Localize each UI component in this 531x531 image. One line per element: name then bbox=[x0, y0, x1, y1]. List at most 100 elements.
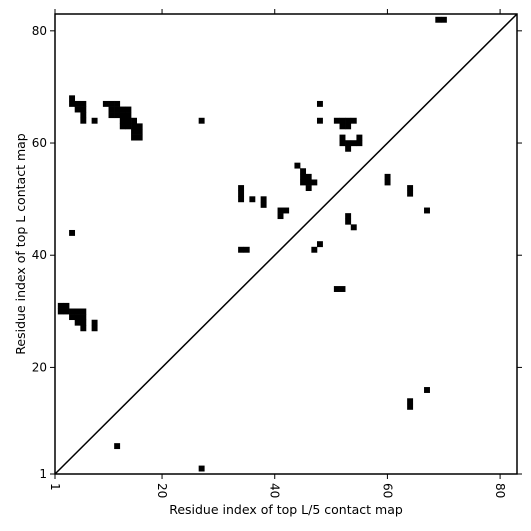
contact-cell-upper bbox=[300, 179, 307, 186]
contact-cell-upper bbox=[136, 129, 143, 135]
contact-cell-upper bbox=[238, 246, 245, 253]
contact-cell-upper bbox=[119, 117, 126, 124]
contact-cell-upper bbox=[339, 117, 346, 124]
contact-cell-upper bbox=[114, 112, 121, 119]
contact-cell-upper bbox=[350, 117, 357, 124]
contact-cell-upper bbox=[91, 117, 98, 124]
contact-cell-upper bbox=[74, 319, 81, 326]
contact-cell-lower bbox=[198, 465, 205, 472]
y-tick-label: 40 bbox=[32, 248, 47, 262]
contact-cell-upper bbox=[80, 319, 87, 326]
contact-cell-upper bbox=[350, 140, 357, 147]
contact-cell-upper bbox=[277, 207, 284, 214]
contact-cell-upper bbox=[440, 16, 447, 23]
contact-cell-upper bbox=[114, 100, 121, 107]
contact-cell-upper bbox=[198, 117, 205, 124]
contact-cell-upper bbox=[80, 308, 87, 315]
contact-cell-upper bbox=[339, 286, 346, 292]
x-tick-label: 40 bbox=[268, 483, 282, 498]
contact-cell-upper bbox=[91, 319, 98, 326]
contact-cell-upper bbox=[74, 308, 81, 315]
contact-cell-upper bbox=[80, 117, 87, 124]
contact-cell-upper bbox=[136, 123, 143, 130]
y-tick-label: 80 bbox=[32, 24, 47, 38]
contact-cell-upper bbox=[407, 185, 414, 192]
y-tick-label: 20 bbox=[32, 360, 47, 374]
contact-cell-upper bbox=[114, 106, 121, 113]
contact-cell-upper bbox=[277, 213, 284, 220]
x-tick-label: 20 bbox=[155, 483, 169, 498]
contact-cell-upper bbox=[316, 117, 323, 124]
x-axis-ticks: 1 20 40 60 80 bbox=[48, 9, 507, 498]
contact-cell-upper bbox=[131, 134, 137, 141]
contact-cell-upper bbox=[238, 196, 245, 203]
contact-cell-upper bbox=[57, 302, 64, 309]
contact-cell-upper bbox=[407, 190, 414, 197]
contact-cell-upper bbox=[119, 112, 126, 119]
contact-cell-upper bbox=[80, 112, 87, 119]
contact-cell-upper bbox=[300, 168, 307, 175]
x-tick-label: 80 bbox=[493, 483, 507, 498]
contact-cell-upper bbox=[283, 207, 290, 214]
contact-cell-upper bbox=[311, 246, 318, 253]
plot-frame bbox=[54, 13, 518, 475]
contact-cell-upper bbox=[345, 145, 352, 152]
contact-cell-upper bbox=[80, 106, 87, 113]
contact-cell-upper bbox=[74, 100, 81, 107]
contact-cell-upper bbox=[63, 302, 70, 309]
contact-cell-upper bbox=[356, 140, 363, 147]
contact-cell-upper bbox=[69, 314, 76, 321]
contact-cell-upper bbox=[69, 229, 76, 236]
contact-cell-upper bbox=[108, 106, 115, 113]
contact-cell-upper bbox=[57, 308, 64, 315]
contact-cell-upper bbox=[333, 117, 340, 124]
contact-cell-upper bbox=[345, 117, 352, 124]
contact-cell-lower bbox=[424, 387, 430, 393]
contact-cell-upper bbox=[311, 179, 318, 186]
contact-cell-upper bbox=[260, 196, 267, 203]
contact-cell-upper bbox=[305, 179, 312, 186]
y-axis-label: Residue index of top L contact map bbox=[13, 133, 28, 354]
contact-cell-upper bbox=[294, 162, 301, 169]
contact-cell-upper bbox=[125, 117, 132, 124]
contact-cell-upper bbox=[260, 201, 267, 208]
contact-cell-upper bbox=[74, 314, 81, 321]
contact-cell-lower bbox=[407, 398, 414, 405]
contact-cell-upper bbox=[345, 218, 352, 225]
contact-cell-upper bbox=[131, 129, 137, 135]
contact-cell-upper bbox=[300, 173, 307, 180]
contact-cell-upper bbox=[108, 112, 115, 119]
x-tick-label: 60 bbox=[380, 483, 394, 498]
contact-cell-upper bbox=[238, 185, 245, 192]
contact-cell-upper bbox=[125, 123, 132, 130]
contact-cell-upper bbox=[384, 179, 391, 186]
contact-cell-lower bbox=[114, 443, 121, 450]
contact-cell-upper bbox=[316, 100, 323, 107]
contact-cell-upper bbox=[305, 173, 312, 180]
contact-cell-upper bbox=[345, 123, 352, 130]
contact-cell-upper bbox=[316, 241, 323, 248]
contact-cell-upper bbox=[80, 100, 87, 107]
contact-cell-upper bbox=[339, 123, 346, 130]
contact-cell-upper bbox=[131, 117, 137, 124]
contact-cell-upper bbox=[63, 308, 70, 315]
contact-cell-upper bbox=[108, 100, 115, 107]
y-tick-label: 60 bbox=[32, 136, 47, 150]
contact-cell-upper bbox=[243, 246, 250, 253]
contact-cell-upper bbox=[125, 112, 132, 119]
contact-cell-upper bbox=[80, 325, 87, 332]
contact-cell-upper bbox=[339, 134, 346, 141]
contact-cell-upper bbox=[345, 140, 352, 147]
contact-cell-upper bbox=[339, 140, 346, 147]
contact-cell-upper bbox=[102, 100, 109, 107]
contact-cell-upper bbox=[424, 207, 430, 214]
contact-cell-upper bbox=[345, 213, 352, 220]
contact-cell-upper bbox=[131, 123, 137, 130]
contact-cell-upper bbox=[74, 106, 81, 113]
contact-cell-upper bbox=[136, 134, 143, 141]
contact-cell-upper bbox=[435, 16, 442, 23]
x-tick-label: 1 bbox=[48, 483, 62, 491]
y-axis-ticks: 1 20 40 60 80 bbox=[32, 24, 522, 481]
contact-cell-upper bbox=[305, 185, 312, 192]
